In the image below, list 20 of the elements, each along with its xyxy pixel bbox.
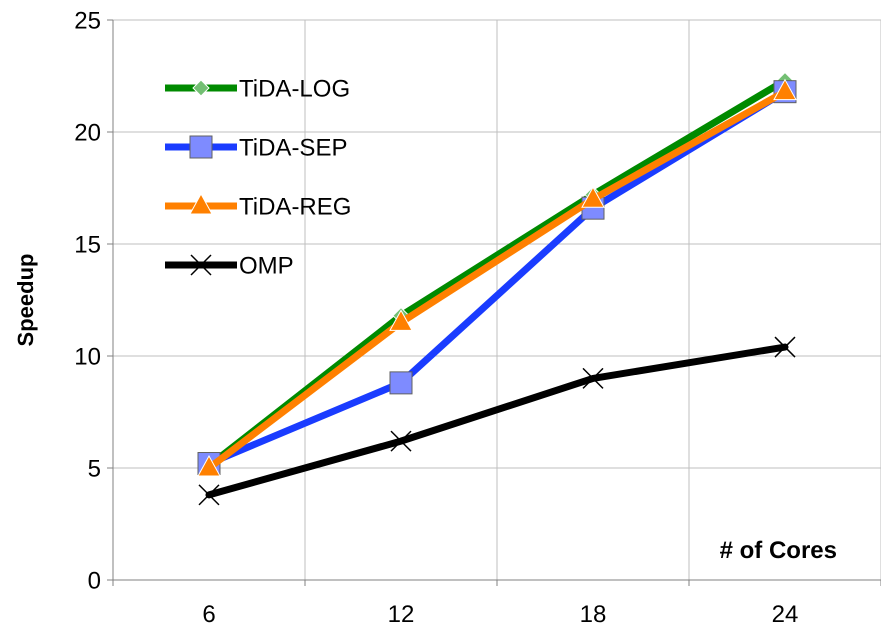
x-axis-title: # of Cores xyxy=(720,537,837,564)
y-tick-label: 20 xyxy=(74,119,101,146)
x-tick-label: 18 xyxy=(580,601,606,628)
point xyxy=(774,336,796,358)
point xyxy=(198,484,220,506)
legend-label: TiDA-REG xyxy=(239,193,352,220)
x-tick-label: 12 xyxy=(388,601,414,628)
x-tick-label: 6 xyxy=(202,601,216,628)
y-tick-label: 25 xyxy=(74,7,101,34)
y-tick-label: 15 xyxy=(74,231,101,258)
y-tick-label: 10 xyxy=(74,343,101,370)
point xyxy=(390,430,412,452)
y-tick-label: 5 xyxy=(88,455,101,482)
y-axis-title: Speedup xyxy=(13,254,38,346)
legend-label: OMP xyxy=(239,252,294,280)
x-tick-label: 24 xyxy=(772,601,798,628)
point xyxy=(582,368,604,390)
y-tick-label: 0 xyxy=(88,567,101,594)
legend-label: TiDA-LOG xyxy=(239,75,350,102)
legend-label: TiDA-SEP xyxy=(239,134,348,162)
